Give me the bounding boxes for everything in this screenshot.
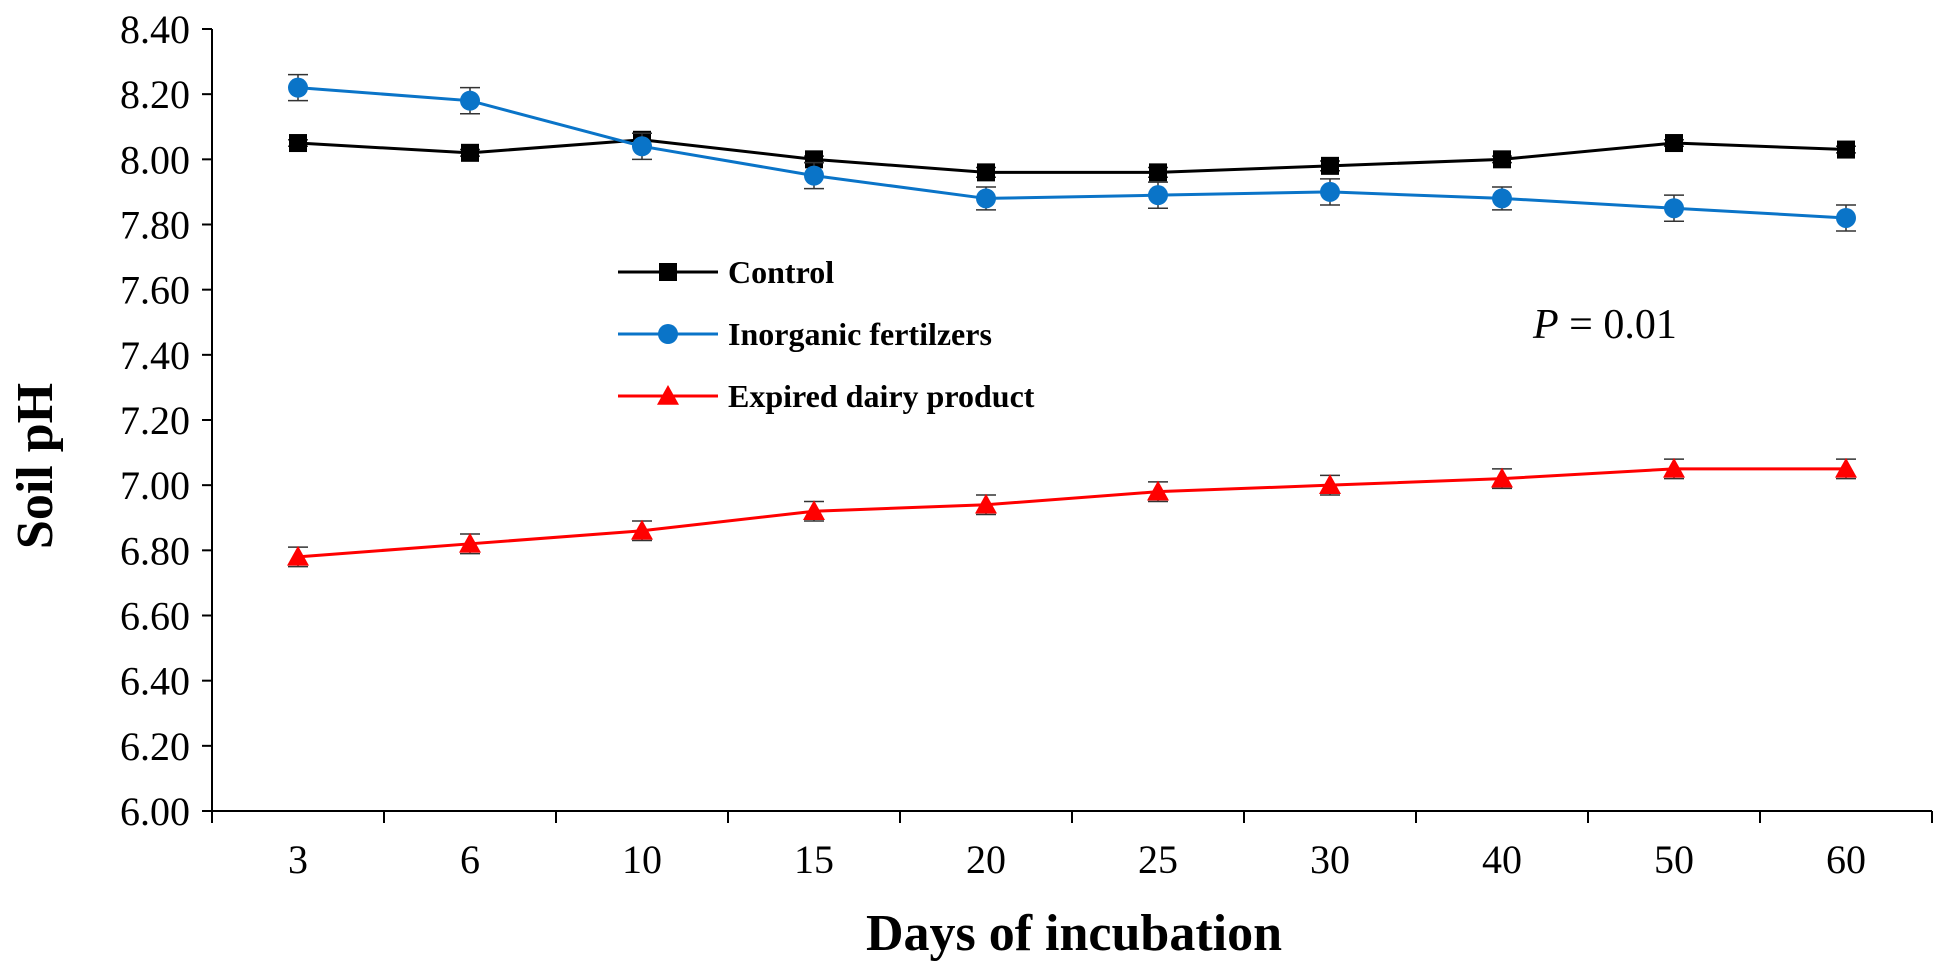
data-point bbox=[976, 188, 996, 209]
data-point bbox=[1321, 156, 1339, 175]
legend-marker bbox=[657, 385, 679, 405]
legend-item: Expired dairy product bbox=[618, 378, 1035, 414]
y-tick-label: 6.40 bbox=[120, 659, 190, 704]
x-tick-label: 40 bbox=[1482, 837, 1522, 882]
chart-axes: 6.00 6.20 6.40 6.60 6.80 7.00 7.20 7.40 7.60 7.80… bbox=[120, 7, 1933, 882]
data-point bbox=[1665, 134, 1683, 153]
x-tick-label: 60 bbox=[1826, 837, 1866, 882]
x-tick-label: 30 bbox=[1310, 837, 1350, 882]
data-point bbox=[461, 143, 479, 162]
data-point bbox=[288, 77, 308, 98]
y-tick-label: 8.00 bbox=[120, 137, 190, 182]
y-tick-label: 6.60 bbox=[120, 594, 190, 639]
data-point bbox=[1837, 140, 1855, 159]
data-point bbox=[804, 165, 824, 186]
x-axis-title: Days of incubation bbox=[866, 905, 1282, 962]
data-point bbox=[1664, 198, 1684, 219]
data-point bbox=[1148, 185, 1168, 206]
series-layer bbox=[287, 73, 1857, 568]
series-control bbox=[288, 130, 1856, 182]
x-tick-label: 3 bbox=[288, 837, 308, 882]
y-tick-label: 7.00 bbox=[120, 463, 190, 508]
p-value-annotation: P = 0.01 bbox=[1532, 302, 1677, 348]
data-point bbox=[975, 493, 997, 514]
data-point bbox=[632, 136, 652, 157]
x-tick-label: 15 bbox=[794, 837, 834, 882]
data-point bbox=[631, 519, 653, 540]
y-tick-label: 7.40 bbox=[120, 333, 190, 378]
x-tick-label: 20 bbox=[966, 837, 1006, 882]
y-tick-label: 7.60 bbox=[120, 268, 190, 313]
legend-marker bbox=[659, 263, 677, 281]
series-line bbox=[297, 138, 1847, 174]
data-point bbox=[1320, 181, 1340, 202]
data-point bbox=[977, 163, 995, 182]
data-point bbox=[1319, 474, 1341, 494]
y-tick-label: 6.80 bbox=[120, 528, 190, 573]
data-point bbox=[1491, 467, 1513, 488]
legend-marker bbox=[658, 324, 678, 344]
x-tick-label: 10 bbox=[622, 837, 662, 882]
x-tick-label: 25 bbox=[1138, 837, 1178, 882]
data-point bbox=[459, 532, 481, 553]
y-tick-label: 6.00 bbox=[120, 789, 190, 834]
legend: Control Inorganic fertilzers Expired dairy… bbox=[618, 254, 1035, 414]
legend-item: Control bbox=[618, 254, 834, 290]
series-inorganic-fertilzers bbox=[288, 73, 1856, 232]
data-point bbox=[1492, 188, 1512, 209]
data-point bbox=[803, 500, 825, 521]
y-tick-label: 7.20 bbox=[120, 398, 190, 443]
data-point bbox=[1493, 150, 1511, 169]
x-tick-label: 6 bbox=[460, 837, 480, 882]
data-point bbox=[1835, 457, 1857, 478]
data-point bbox=[805, 150, 823, 169]
series-line bbox=[297, 86, 1847, 220]
p-value-text: = 0.01 bbox=[1559, 302, 1677, 348]
data-point bbox=[1836, 207, 1856, 228]
legend-label: Control bbox=[728, 254, 834, 290]
y-tick-label: 6.20 bbox=[120, 724, 190, 769]
data-point bbox=[1663, 457, 1685, 478]
series-line bbox=[297, 467, 1846, 559]
data-point bbox=[289, 134, 307, 153]
y-axis-title: Soil pH bbox=[7, 383, 64, 549]
y-tick-label: 8.20 bbox=[120, 72, 190, 117]
legend-item: Inorganic fertilzers bbox=[618, 316, 992, 352]
legend-label: Expired dairy product bbox=[728, 378, 1035, 414]
p-value-symbol: P bbox=[1532, 302, 1559, 348]
data-point bbox=[1149, 163, 1167, 182]
data-point bbox=[1147, 480, 1169, 501]
y-tick-label: 7.80 bbox=[120, 203, 190, 248]
legend-label: Inorganic fertilzers bbox=[728, 316, 992, 352]
data-point bbox=[460, 90, 480, 111]
y-tick-label: 8.40 bbox=[120, 7, 190, 52]
data-point bbox=[287, 545, 309, 566]
x-tick-label: 50 bbox=[1654, 837, 1694, 882]
series-expired-dairy-product bbox=[287, 457, 1857, 568]
